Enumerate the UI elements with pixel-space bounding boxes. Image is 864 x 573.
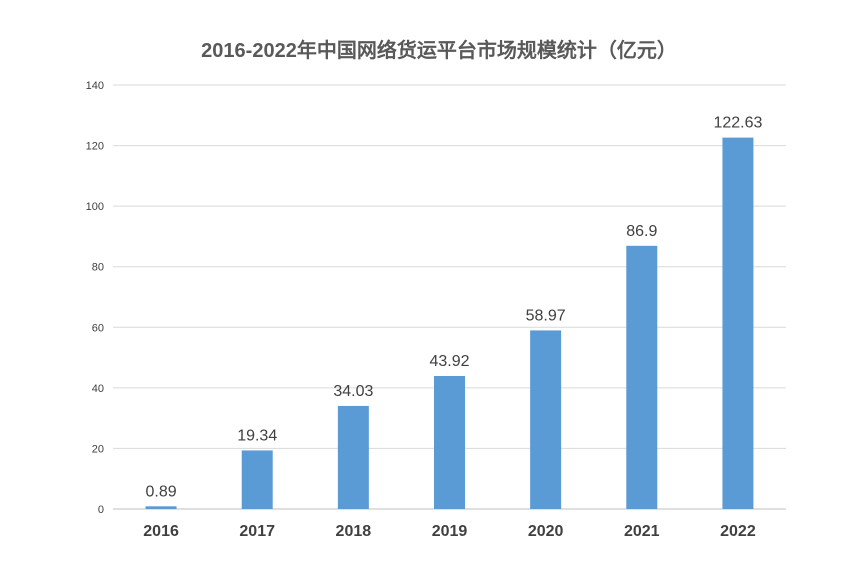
chart-title: 2016-2022年中国网络货运平台市场规模统计（亿元）: [201, 38, 677, 62]
bar-2017: [241, 450, 273, 509]
y-tick-label: 120: [86, 141, 104, 153]
x-tick-label-2018: 2018: [336, 523, 372, 540]
data-label-2022: 122.63: [713, 115, 762, 132]
data-label-2020: 58.97: [526, 307, 566, 324]
y-tick-label: 140: [86, 80, 104, 92]
bar-2018: [337, 405, 369, 509]
data-label-2021: 86.9: [626, 223, 657, 240]
x-tick-label-2021: 2021: [624, 523, 660, 540]
data-label-2018: 34.03: [333, 383, 373, 400]
x-tick-label-2019: 2019: [432, 523, 468, 540]
y-tick-label: 60: [92, 322, 104, 334]
x-tick-label-2016: 2016: [143, 523, 179, 540]
y-tick-label: 100: [86, 201, 104, 213]
bar-2016: [145, 506, 177, 509]
bars: [145, 137, 754, 509]
y-tick-label: 40: [92, 383, 104, 395]
x-tick-label-2022: 2022: [720, 523, 756, 540]
bar-2022: [722, 137, 754, 509]
data-label-2016: 0.89: [146, 483, 177, 500]
y-tick-label: 80: [92, 262, 104, 274]
x-tick-label-2020: 2020: [528, 523, 564, 540]
bar-2020: [530, 330, 562, 509]
y-axis-ticks: 0 20 40 60 80 100 120 140: [86, 80, 104, 516]
x-tick-label-2017: 2017: [239, 523, 275, 540]
data-label-2017: 19.34: [237, 427, 277, 444]
bar-2021: [626, 245, 658, 509]
bar-2019: [434, 375, 465, 509]
data-labels: 0.89 19.34 34.03 43.92 58.97 86.9 122.63: [146, 115, 763, 501]
data-label-2019: 43.92: [429, 353, 469, 370]
y-tick-label: 20: [92, 443, 104, 455]
y-tick-label: 0: [98, 504, 104, 516]
x-axis-ticks: 2016 2017 2018 2019 2020 2021 2022: [143, 523, 756, 540]
